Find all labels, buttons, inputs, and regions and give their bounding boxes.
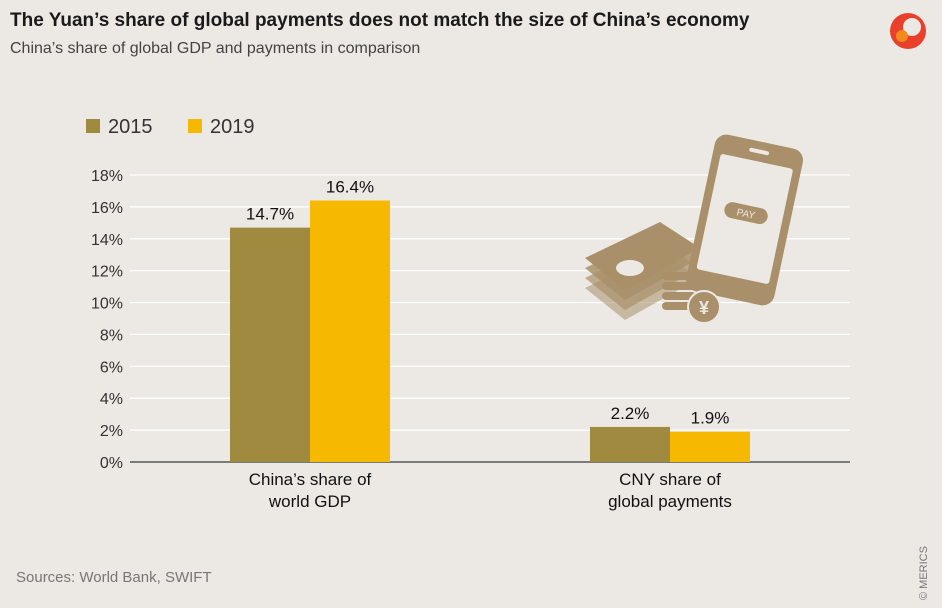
- data-label: 2.2%: [611, 404, 650, 423]
- y-tick-label: 10%: [91, 296, 123, 313]
- y-tick-label: 16%: [91, 200, 123, 217]
- y-tick-label: 14%: [91, 232, 123, 249]
- y-tick-label: 0%: [100, 455, 123, 472]
- merics-logo-icon: [890, 13, 926, 49]
- category-label: CNY share of: [619, 470, 721, 489]
- category-label: China’s share of: [249, 470, 372, 489]
- category-label: global payments: [608, 492, 732, 511]
- category-label: world GDP: [268, 492, 351, 511]
- bar-2015: [590, 426, 670, 462]
- chart-title: The Yuan’s share of global payments does…: [10, 10, 750, 31]
- y-tick-label: 2%: [100, 423, 123, 440]
- yen-symbol: ¥: [699, 298, 709, 318]
- source-note: Sources: World Bank, SWIFT: [16, 569, 212, 586]
- copyright-note: © MERICS: [918, 546, 930, 600]
- yen-coin-icon: ¥: [687, 290, 721, 324]
- bar-2019: [310, 200, 390, 462]
- bar-chart: 0% 2% 4% 6% 8% 10% 12% 14% 16% 18% 2015 2019 14.7%…: [86, 116, 850, 511]
- legend-swatch-2019: [188, 119, 202, 133]
- chart-subtitle: China’s share of global GDP and payments…: [10, 40, 421, 57]
- bar-2015: [230, 227, 310, 462]
- y-tick-label: 18%: [91, 168, 123, 185]
- y-tick-label: 6%: [100, 359, 123, 376]
- y-tick-label: 8%: [100, 327, 123, 344]
- payment-illustration-icon: PAY ¥: [585, 134, 804, 324]
- pay-label: PAY: [736, 207, 757, 222]
- data-label: 14.7%: [246, 205, 294, 224]
- y-tick-label: 12%: [91, 264, 123, 281]
- legend-swatch-2015: [86, 119, 100, 133]
- legend-label-2015: 2015: [108, 116, 153, 138]
- legend-label-2019: 2019: [210, 116, 255, 138]
- data-label: 16.4%: [326, 178, 374, 197]
- bar-2019: [670, 431, 750, 462]
- y-tick-label: 4%: [100, 391, 123, 408]
- data-label: 1.9%: [691, 409, 730, 428]
